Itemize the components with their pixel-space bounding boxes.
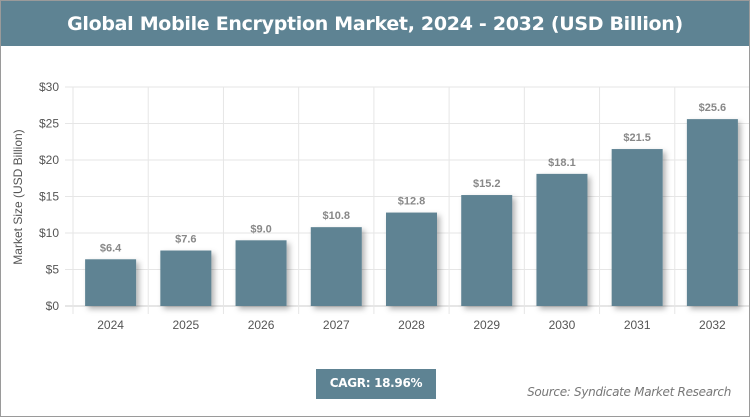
cagr-badge: CAGR: 18.96% — [316, 369, 436, 399]
bar-2032 — [686, 119, 738, 307]
bar-chart: Market Size (USD Billion) $0 $5 $10 $15 $20 $… — [11, 80, 749, 332]
y-tick-label: $0 — [46, 299, 60, 313]
bar-2025 — [160, 250, 212, 306]
bar-2027 — [310, 227, 362, 306]
x-tick-label: 2030 — [549, 318, 576, 332]
data-label: $9.0 — [250, 223, 271, 235]
x-tick-label: 2032 — [699, 318, 726, 332]
data-label: $18.1 — [548, 157, 576, 169]
y-axis-label: Market Size (USD Billion) — [11, 129, 25, 264]
x-tick-label: 2024 — [97, 318, 124, 332]
bar-2024 — [85, 259, 137, 306]
x-tick-label: 2028 — [398, 318, 425, 332]
x-tick-label: 2029 — [473, 318, 500, 332]
y-tick-label: $20 — [39, 153, 59, 167]
data-label: $7.6 — [175, 234, 196, 246]
y-tick-label: $15 — [39, 190, 59, 204]
y-tick-label: $10 — [39, 226, 59, 240]
x-tick-label: 2031 — [624, 318, 651, 332]
bar-2029 — [461, 195, 513, 306]
data-label: $15.2 — [473, 178, 501, 190]
y-tick-label: $30 — [39, 80, 59, 94]
x-tick-label: 2026 — [248, 318, 275, 332]
y-tick-label: $25 — [39, 117, 59, 131]
data-label: $12.8 — [398, 196, 426, 208]
bar-2031 — [611, 149, 663, 306]
data-label: $6.4 — [100, 242, 122, 254]
data-label: $10.8 — [323, 210, 351, 222]
data-label: $21.5 — [623, 132, 651, 144]
chart-title: Global Mobile Encryption Market, 2024 - … — [1, 1, 749, 46]
bar-2030 — [536, 173, 588, 306]
source-note: Source: Syndicate Market Research — [527, 385, 731, 399]
bar-2026 — [235, 240, 287, 306]
x-tick-label: 2025 — [172, 318, 199, 332]
y-tick-label: $5 — [46, 263, 60, 277]
x-tick-label: 2027 — [323, 318, 350, 332]
bar-2028 — [386, 212, 437, 306]
data-label: $25.6 — [699, 102, 727, 114]
